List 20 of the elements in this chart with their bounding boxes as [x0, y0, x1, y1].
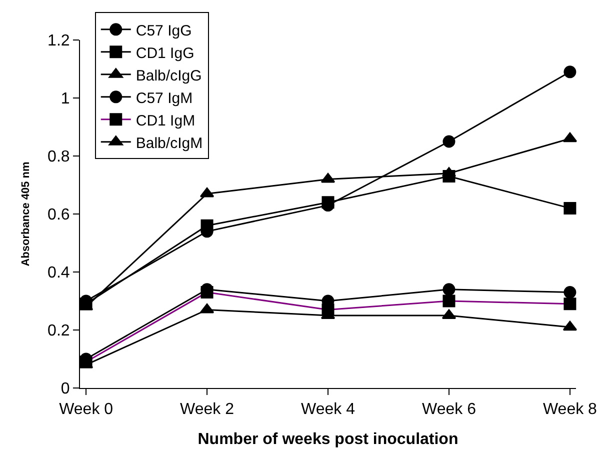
- legend-label: Balb/cIgG: [136, 67, 202, 84]
- legend-label: Balb/cIgM: [136, 134, 203, 152]
- x-tick-label: Week 0: [59, 401, 114, 418]
- y-tick-label: 0.8: [48, 148, 70, 166]
- x-tick-label: Week 6: [422, 401, 476, 418]
- y-tick-label: 0.2: [48, 322, 70, 340]
- x-tick-label: Week 4: [301, 401, 356, 418]
- y-tick-label: 1: [60, 90, 70, 108]
- x-axis-title: Number of weeks post inoculation: [198, 430, 458, 448]
- y-axis-title: Absorbance 405 nm: [20, 162, 32, 266]
- y-tick-label: 1.2: [48, 32, 70, 50]
- legend-label: CD1 IgG: [136, 44, 194, 62]
- y-tick-label: 0.6: [48, 206, 70, 224]
- x-tick-label: Week 2: [180, 401, 234, 418]
- x-tick-label: Week 8: [542, 401, 598, 418]
- legend-label: CD1 IgM: [136, 112, 196, 130]
- legend-label: C57 IgM: [136, 90, 193, 107]
- legend-label: C57 IgG: [136, 22, 192, 40]
- y-tick-label: 0: [60, 380, 70, 398]
- y-tick-label: 0.4: [48, 264, 70, 282]
